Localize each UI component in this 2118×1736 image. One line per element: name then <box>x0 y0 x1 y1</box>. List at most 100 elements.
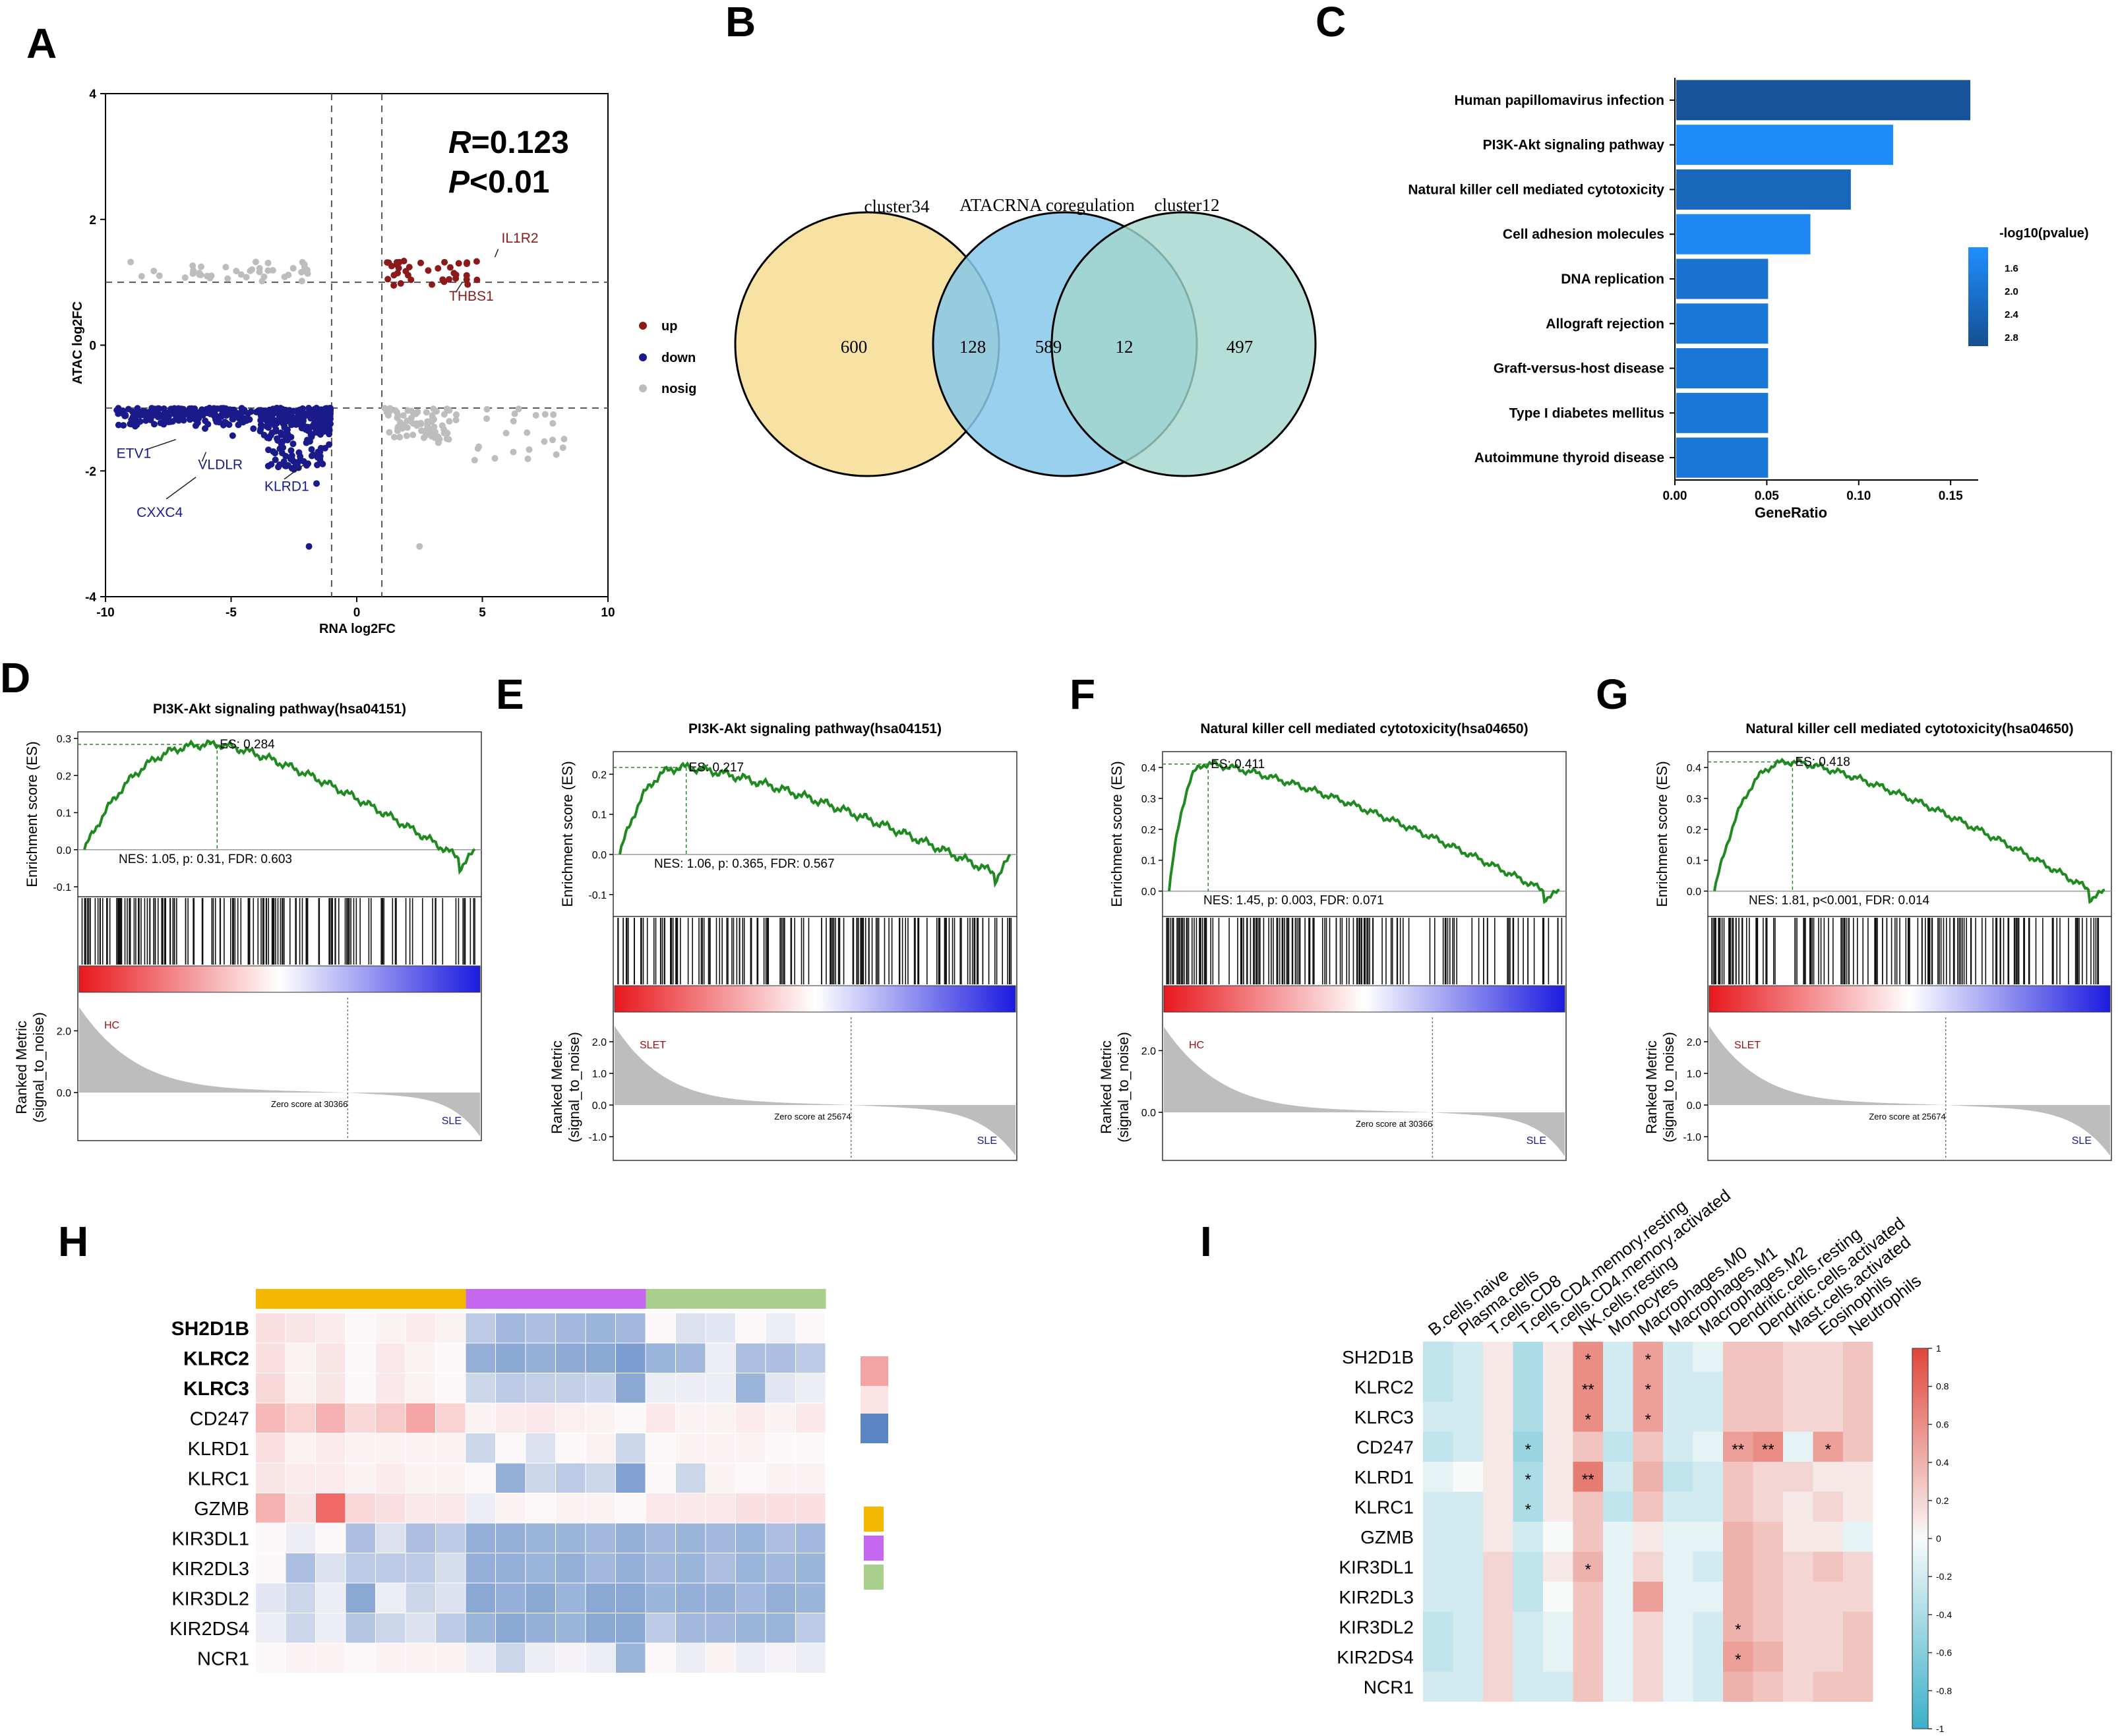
panel-h-cell <box>406 1433 435 1463</box>
panel-a-point-down <box>202 417 209 425</box>
panel-h-cell <box>256 1463 286 1493</box>
panel-h-cell <box>496 1583 526 1613</box>
gsea-metric-tick-label: 0.0 <box>57 1088 71 1099</box>
panel-h-cell <box>286 1553 315 1583</box>
panel-a-point-up <box>417 259 425 266</box>
panel-i-cell <box>1663 1402 1693 1432</box>
panel-a-point-nosig <box>532 411 539 419</box>
panel-h-cell <box>346 1613 375 1643</box>
panel-h-cell <box>796 1643 826 1673</box>
panel-i-cell <box>1543 1402 1573 1432</box>
panel-i-cell <box>1603 1611 1633 1642</box>
panel-a-point-down <box>314 454 321 461</box>
panel-c-category-label: Type I diabetes mellitus <box>1509 405 1664 421</box>
panel-h-cell <box>466 1643 495 1673</box>
panel-h-cell <box>646 1313 675 1343</box>
gsea-y-tick-label: 0.0 <box>592 850 607 861</box>
panel-h-cell <box>316 1373 346 1403</box>
panel-a-point-down <box>325 425 332 433</box>
panel-h-cell <box>736 1523 766 1553</box>
panel-i-colorbar-tick-label: -0.6 <box>1936 1648 1952 1658</box>
panel-h-cell <box>406 1643 435 1673</box>
panel-i-cell <box>1513 1371 1543 1402</box>
panel-a-point-down <box>317 413 324 420</box>
panel-a-point-up <box>390 282 398 289</box>
panel-letter-c: C <box>1316 0 1346 45</box>
panel-a-point-down <box>191 405 198 412</box>
gsea-metric-tick-label: 2.0 <box>57 1026 71 1037</box>
panel-c-colorbar-tick: 1.6 <box>2005 263 2018 274</box>
panel-c-x-tick-label: 0.05 <box>1755 489 1779 503</box>
panel-a-point-down <box>326 416 334 423</box>
panel-i-cell <box>1843 1402 1873 1432</box>
panel-h-cell <box>406 1523 435 1553</box>
panel-i-colorbar-tick-label: 0.2 <box>1936 1495 1949 1506</box>
gsea-ranked-metric-area <box>1164 1027 1565 1156</box>
panel-a-point-up <box>455 260 462 267</box>
panel-h-cell <box>406 1553 435 1583</box>
panel-i-cell <box>1513 1342 1543 1372</box>
panel-h-cell <box>376 1613 406 1643</box>
panel-h-cell <box>316 1643 346 1673</box>
panel-a-point-down <box>173 414 180 421</box>
panel-h-cell <box>586 1433 615 1463</box>
panel-a-y-tick-label: 2 <box>89 214 96 227</box>
gsea-y-tick-label: 0.1 <box>592 810 607 821</box>
panel-a-point-up <box>397 280 404 287</box>
panel-i-cell <box>1753 1431 1783 1462</box>
panel-i-colorbar-tick-label: 0.8 <box>1936 1381 1949 1392</box>
panel-a-point-nosig <box>256 268 263 276</box>
panel-a-point-down <box>160 405 167 412</box>
panel-h-cell <box>316 1493 346 1523</box>
panel-h-cell <box>736 1553 766 1583</box>
gsea-title: PI3K-Akt signaling pathway(hsa04151) <box>688 721 942 736</box>
panel-a-point-nosig <box>404 417 411 425</box>
gsea-y-tick-label: 0.1 <box>1687 856 1701 867</box>
panel-a-point-nosig <box>196 269 203 276</box>
panel-i-significance-star: ** <box>1762 1441 1774 1458</box>
panel-i-colorbar <box>1912 1348 1929 1729</box>
panel-a-point-nosig <box>222 264 229 271</box>
gsea-metric-label: (signal_to_noise) <box>30 1012 47 1123</box>
panel-a-point-nosig <box>252 258 259 266</box>
panel-i-cell <box>1603 1671 1633 1702</box>
panel-i-cell <box>1663 1671 1693 1702</box>
panel-h-cell <box>376 1433 406 1463</box>
panel-i-colorbar-tick-label: -0.8 <box>1936 1685 1952 1696</box>
panel-i-cell <box>1813 1582 1843 1612</box>
panel-a-point-nosig <box>524 429 531 436</box>
panel-h-cell <box>586 1373 615 1403</box>
panel-a-gene-label: VLDLR <box>198 458 243 473</box>
panel-h-cell <box>466 1313 495 1343</box>
panel-i-cell <box>1423 1342 1453 1372</box>
panel-h-cell <box>646 1433 675 1463</box>
panel-a-point-nosig <box>150 267 158 274</box>
panel-h-cell <box>616 1313 646 1343</box>
panel-a-point-nosig <box>433 407 440 415</box>
panel-a-point-down <box>303 439 310 446</box>
panel-h-cell <box>556 1463 586 1493</box>
panel-a-point-up <box>446 276 453 283</box>
panel-c-bar <box>1676 214 1811 254</box>
panel-h-cell <box>736 1403 766 1433</box>
panel-i-cell <box>1693 1611 1723 1642</box>
gsea-metric-label: (signal_to_noise) <box>1660 1032 1677 1143</box>
panel-a-point-down <box>250 425 257 433</box>
panel-h-cell <box>316 1343 346 1373</box>
panel-i-cell <box>1453 1462 1483 1492</box>
panel-h-cell <box>346 1493 375 1523</box>
panel-h-cell <box>286 1313 315 1343</box>
panel-i-cell <box>1573 1522 1603 1552</box>
panel-h-cell <box>586 1493 615 1523</box>
panel-i-cell <box>1483 1671 1513 1702</box>
panel-h-cell <box>436 1643 466 1673</box>
panel-i-cell <box>1663 1611 1693 1642</box>
panel-i-cell <box>1423 1642 1453 1672</box>
panel-a-point-nosig <box>422 427 429 434</box>
panel-a-point-nosig <box>416 543 423 550</box>
panel-h-cell <box>736 1583 766 1613</box>
gsea-y-label: Enrichment score (ES) <box>24 741 40 887</box>
gsea-left-group: HC <box>1189 1040 1204 1051</box>
panel-a-point-up <box>473 258 480 265</box>
panel-h-cell <box>436 1343 466 1373</box>
